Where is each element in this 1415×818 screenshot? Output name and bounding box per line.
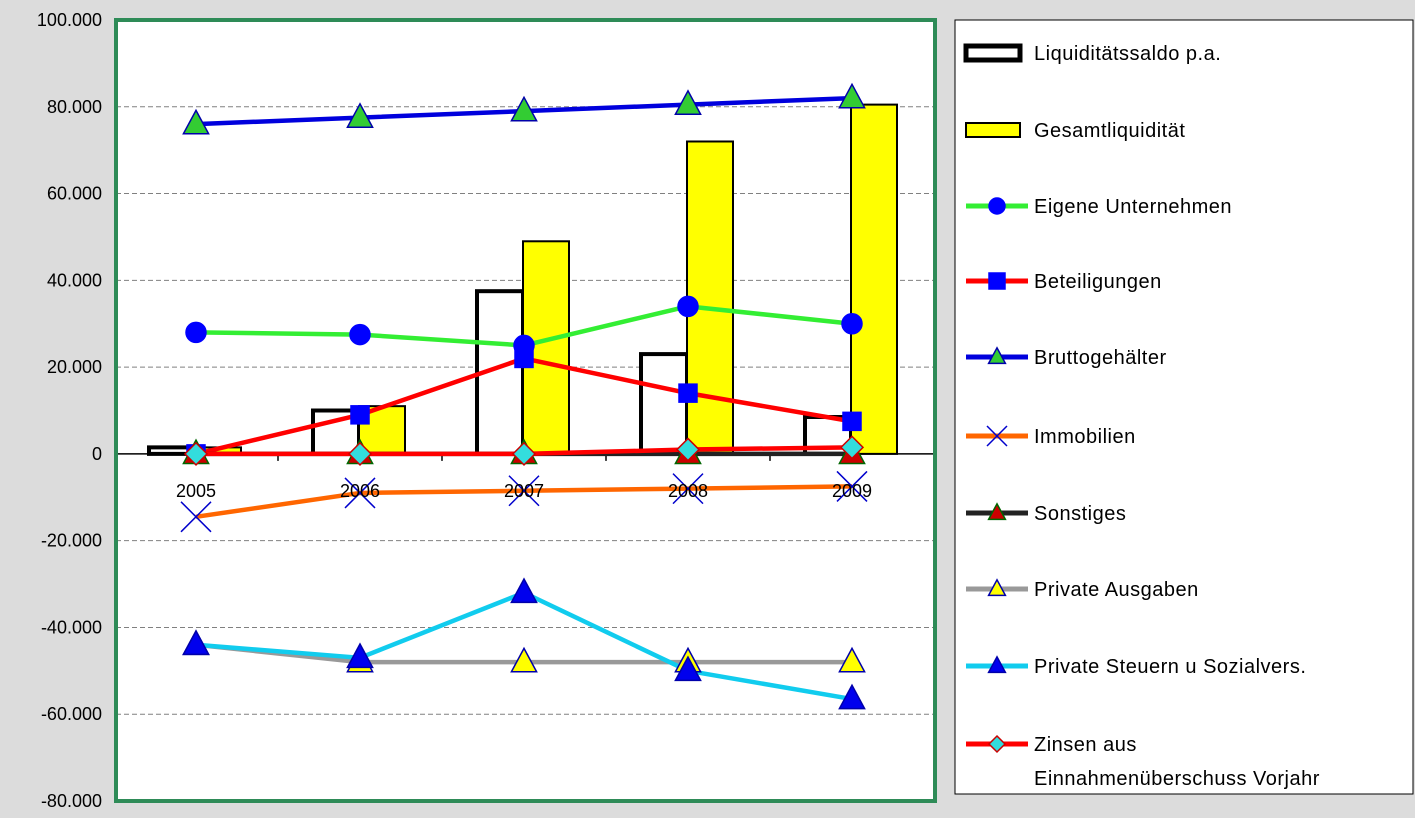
y-tick-label: -20.000 xyxy=(41,531,102,551)
marker-sonstiges xyxy=(987,502,1007,521)
marker-private-ausgaben xyxy=(987,578,1007,597)
marker-zinsen-aus-einnahmen-berschuss-vorjahr xyxy=(511,441,537,466)
marker-eigene-unternehmen xyxy=(988,197,1006,215)
marker-private-ausgaben xyxy=(838,646,866,673)
marker-beteiligungen xyxy=(678,383,698,403)
x-tick-label: 2007 xyxy=(504,481,544,501)
plot-border xyxy=(114,18,937,803)
legend: Liquiditätssaldo p.a. Gesamtliquidität Eig… xyxy=(954,19,1414,795)
marker-private-steuern-u-sozialvers xyxy=(182,629,210,656)
y-tick-label: 40.000 xyxy=(47,270,102,290)
marker-zinsen-aus-einnahmen-berschuss-vorjahr xyxy=(987,734,1007,754)
marker-beteiligungen xyxy=(350,405,370,425)
legend-label: Einnahmenüberschuss Vorjahr xyxy=(1034,768,1320,790)
marker-bruttogeh-lter xyxy=(674,89,702,115)
marker-eigene-unternehmen xyxy=(841,312,863,335)
bar-liquidit-tssaldo-p-a xyxy=(639,352,689,456)
y-tick-label: 100.000 xyxy=(37,10,102,30)
marker-immobilien xyxy=(986,425,1008,447)
y-tick-label: 0 xyxy=(92,444,102,464)
x-tick-label: 2008 xyxy=(668,481,708,501)
marker-zinsen-aus-einnahmen-berschuss-vorjahr xyxy=(839,435,865,460)
marker-immobilien xyxy=(344,477,376,509)
series-markers xyxy=(180,82,868,710)
marker-immobilien xyxy=(672,473,704,505)
x-tick-label: 2009 xyxy=(832,481,872,501)
y-tick-label: 80.000 xyxy=(47,97,102,117)
marker-eigene-unternehmen xyxy=(349,323,371,346)
marker-bruttogeh-lter xyxy=(182,108,210,135)
legend-label: Eigene Unternehmen xyxy=(1034,196,1232,218)
marker-beteiligungen xyxy=(842,411,862,432)
marker-private-steuern-u-sozialvers xyxy=(674,655,702,682)
x-tick-label: 2006 xyxy=(340,481,380,501)
legend-label: Zinsen aus xyxy=(1034,734,1137,756)
legend-label: Sonstiges xyxy=(1034,503,1126,525)
marker-private-ausgaben xyxy=(510,646,538,673)
marker-beteiligungen xyxy=(514,348,534,369)
marker-private-steuern-u-sozialvers xyxy=(510,577,538,604)
axis-labels: 100.000 80.000 60.000 40.000 20.000 0 -20.000 -… xyxy=(37,10,872,811)
marker-private-steuern-u-sozialvers xyxy=(346,642,374,669)
y-tick-label: -40.000 xyxy=(41,617,102,637)
y-tick-label: 20.000 xyxy=(47,357,102,377)
legend-swatch xyxy=(965,122,1021,138)
legend-label: Beteiligungen xyxy=(1034,271,1162,293)
marker-bruttogeh-lter xyxy=(987,346,1007,365)
marker-bruttogeh-lter xyxy=(838,82,866,109)
marker-zinsen-aus-einnahmen-berschuss-vorjahr xyxy=(183,441,209,466)
marker-eigene-unternehmen xyxy=(185,321,207,344)
marker-immobilien xyxy=(836,470,868,502)
marker-bruttogeh-lter xyxy=(510,95,538,122)
y-tick-label: -60.000 xyxy=(41,704,102,724)
legend-label: Bruttogehälter xyxy=(1034,347,1167,369)
y-tick-label: 60.000 xyxy=(47,184,102,204)
marker-beteiligungen xyxy=(988,272,1006,290)
bar-gesamtliquidit-t xyxy=(850,103,898,455)
legend-box xyxy=(954,19,1414,795)
legend-label: Gesamtliquidität xyxy=(1034,120,1185,142)
y-tick-label: -80.000 xyxy=(41,791,102,811)
legend-label: Immobilien xyxy=(1034,426,1136,448)
marker-immobilien xyxy=(180,501,212,533)
marker-bruttogeh-lter xyxy=(346,102,374,128)
marker-private-steuern-u-sozialvers xyxy=(987,655,1007,674)
legend-label: Liquiditätssaldo p.a. xyxy=(1034,43,1221,65)
legend-label: Private Steuern u Sozialvers. xyxy=(1034,656,1306,678)
marker-zinsen-aus-einnahmen-berschuss-vorjahr xyxy=(675,437,701,462)
marker-eigene-unternehmen xyxy=(677,295,699,318)
marker-immobilien xyxy=(508,475,540,507)
legend-label: Private Ausgaben xyxy=(1034,579,1199,601)
marker-private-steuern-u-sozialvers xyxy=(838,683,866,710)
marker-zinsen-aus-einnahmen-berschuss-vorjahr xyxy=(347,441,373,466)
x-tick-label: 2005 xyxy=(176,481,216,501)
legend-swatch xyxy=(963,43,1023,63)
